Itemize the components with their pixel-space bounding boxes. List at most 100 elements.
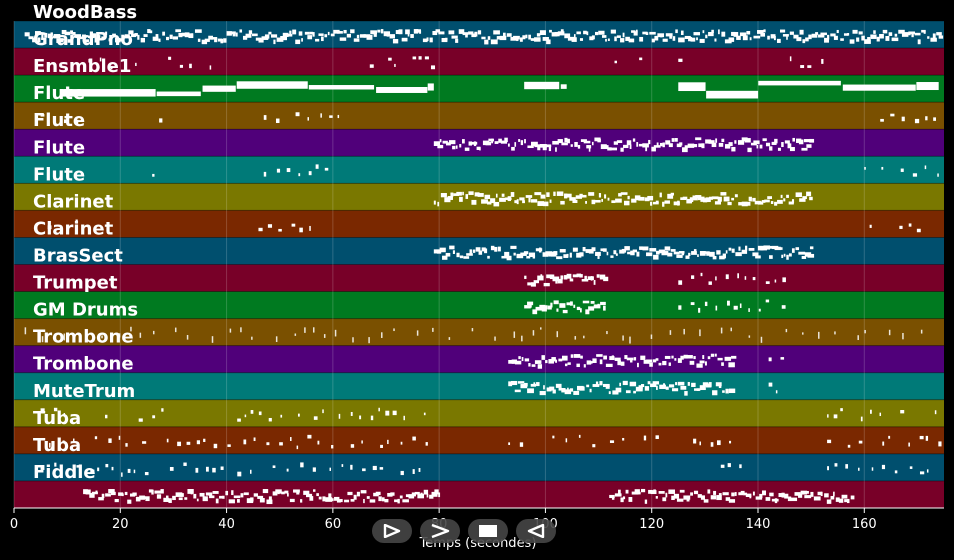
note [307, 434, 312, 439]
note [552, 276, 560, 282]
note [702, 198, 708, 203]
note [175, 492, 183, 497]
track-notes [524, 299, 786, 315]
note [700, 196, 704, 202]
note [334, 496, 340, 501]
note [801, 147, 808, 151]
note [537, 364, 543, 369]
note [293, 489, 300, 493]
note [665, 140, 671, 145]
note [384, 499, 389, 503]
note [286, 168, 291, 173]
note [121, 34, 125, 39]
note [514, 389, 521, 393]
note [687, 143, 695, 148]
note [79, 334, 82, 342]
note [188, 33, 194, 39]
note [548, 146, 552, 152]
note [525, 195, 533, 198]
note [667, 252, 673, 257]
note [784, 493, 789, 499]
note [720, 327, 723, 334]
note [403, 415, 405, 421]
note [693, 438, 697, 444]
note [506, 255, 512, 261]
note [606, 331, 608, 335]
note [869, 224, 872, 228]
note [748, 335, 751, 338]
note [514, 360, 522, 365]
note [426, 37, 429, 42]
note [919, 435, 924, 440]
note [714, 201, 721, 205]
note [251, 33, 258, 37]
note [222, 495, 225, 499]
forward-button[interactable] [420, 519, 460, 543]
note [259, 497, 265, 503]
note [522, 35, 526, 40]
stop-button[interactable] [468, 519, 508, 543]
note [558, 387, 562, 391]
note [710, 495, 717, 500]
note [583, 335, 585, 339]
note [925, 116, 928, 121]
note [435, 29, 441, 33]
note [588, 306, 595, 311]
note [673, 493, 680, 499]
track-row [14, 102, 944, 130]
note [596, 354, 603, 357]
note [738, 202, 743, 206]
track-row [14, 264, 944, 292]
back-button[interactable] [516, 519, 556, 543]
track-label: Trombone [33, 327, 134, 348]
note [487, 36, 491, 40]
note [731, 31, 736, 36]
note [127, 468, 131, 473]
note [528, 252, 536, 258]
note [266, 499, 273, 505]
note [888, 32, 893, 36]
note [637, 491, 641, 495]
note [312, 32, 315, 37]
note [519, 197, 525, 201]
note [285, 33, 293, 37]
note [536, 33, 541, 37]
note [716, 440, 721, 446]
note [141, 496, 146, 500]
note [315, 38, 320, 42]
note [394, 63, 396, 67]
note [932, 33, 936, 39]
note [366, 35, 373, 40]
note [631, 30, 636, 33]
note [586, 145, 592, 149]
note [629, 336, 631, 344]
note [699, 441, 701, 446]
note [723, 196, 730, 202]
note [533, 280, 540, 284]
note [527, 301, 534, 306]
note [659, 384, 666, 389]
note [758, 308, 761, 312]
note [721, 362, 724, 366]
note [631, 198, 637, 203]
note [786, 254, 789, 260]
note [392, 410, 397, 416]
note [765, 142, 771, 147]
note [316, 493, 319, 497]
note [111, 65, 113, 70]
track-label: Trombone [33, 354, 134, 375]
note [677, 200, 680, 206]
note [205, 492, 213, 496]
note [155, 34, 159, 39]
note [369, 499, 376, 503]
note [578, 434, 581, 438]
note [70, 30, 74, 35]
note [318, 496, 322, 500]
note [268, 417, 272, 422]
note [292, 29, 297, 35]
play-button[interactable] [372, 519, 412, 543]
note [280, 35, 288, 41]
note [564, 389, 572, 395]
note [28, 36, 34, 40]
note [481, 247, 486, 252]
